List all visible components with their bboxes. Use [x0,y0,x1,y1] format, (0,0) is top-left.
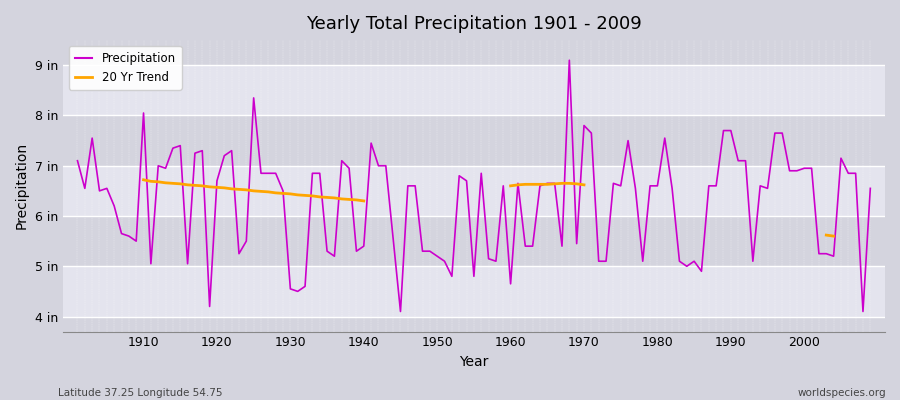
Bar [63,65,885,116]
Bar [63,216,885,266]
Title: Yearly Total Precipitation 1901 - 2009: Yearly Total Precipitation 1901 - 2009 [306,15,642,33]
Bar [63,166,885,216]
Bar [63,116,885,166]
Text: Latitude 37.25 Longitude 54.75: Latitude 37.25 Longitude 54.75 [58,388,223,398]
Text: worldspecies.org: worldspecies.org [798,388,886,398]
X-axis label: Year: Year [459,355,489,369]
Y-axis label: Precipitation: Precipitation [15,142,29,230]
Legend: Precipitation, 20 Yr Trend: Precipitation, 20 Yr Trend [68,46,182,90]
Bar [63,266,885,316]
